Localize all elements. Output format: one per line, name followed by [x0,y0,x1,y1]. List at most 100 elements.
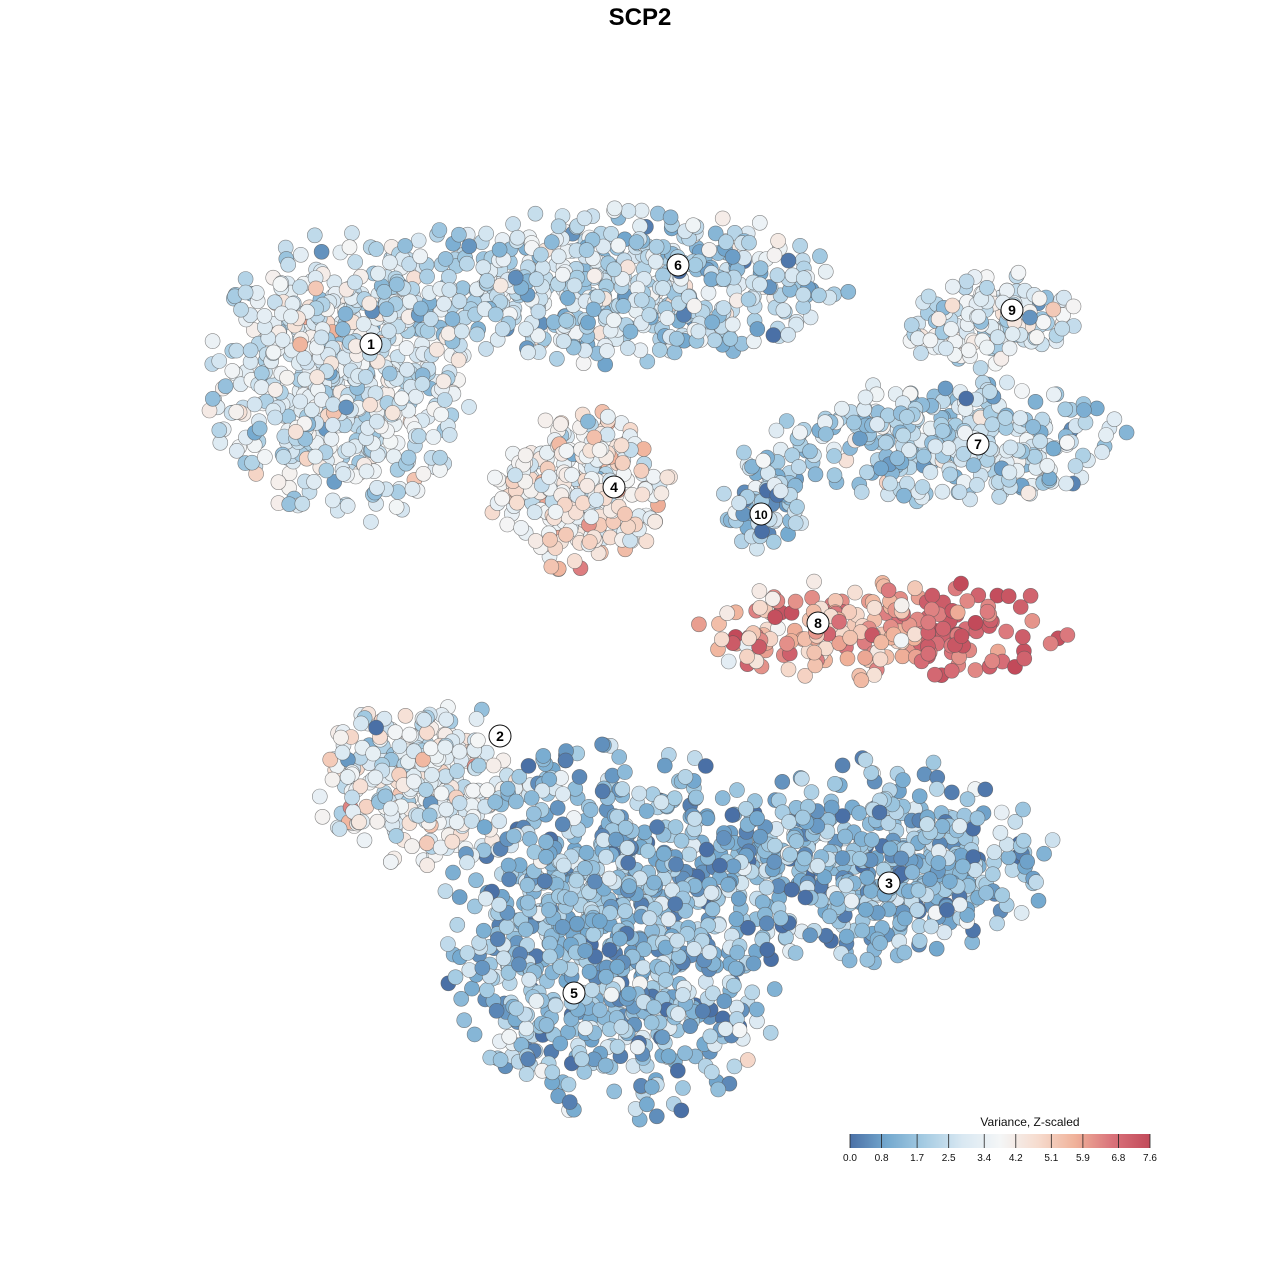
cell-point [597,1057,614,1074]
cell-point [304,402,320,418]
cell-point [780,252,797,269]
cell-point [399,361,415,378]
cell-point [456,1012,473,1029]
cell-point [934,423,951,439]
cell-point [382,254,398,271]
cell-point [470,732,486,749]
cell-point [840,283,857,300]
cell-point [368,413,385,430]
cell-point [433,785,450,802]
cell-point [1010,264,1027,281]
cell-point [772,910,789,927]
cell-point [591,442,608,458]
cell-point [1000,849,1017,866]
cell-point [943,784,960,801]
cell-point [419,835,435,852]
cell-point [281,496,298,513]
cell-point [700,285,717,301]
cell-point [691,616,707,633]
cell-point [334,744,351,761]
cell-point [716,485,732,502]
points-layer [201,200,1135,1128]
cell-point [554,919,571,935]
cell-point [882,475,898,492]
cell-point [907,580,923,597]
cell-point [803,784,820,800]
cell-point [838,928,855,945]
cell-point [639,843,656,859]
cell-point [770,233,786,249]
cell-point [993,804,1010,821]
cell-point [622,323,639,340]
cell-point [911,788,928,805]
cell-point [895,427,912,444]
cell-point [852,430,868,447]
cell-point [253,379,270,396]
cell-point [322,751,339,768]
cell-point [909,902,926,918]
cell-point [741,234,757,251]
cell-point [859,951,876,968]
cell-point [978,885,995,901]
cell-point [857,901,874,918]
cell-point [951,818,968,834]
cell-point [635,959,651,976]
cell-point [1016,650,1033,667]
cell-point [806,644,823,661]
cell-point [491,241,508,258]
cell-point [954,858,971,875]
cell-point [527,533,544,549]
cell-point [943,662,960,679]
cell-point [538,1017,555,1033]
cell-point [1014,629,1031,645]
cell-point [958,390,975,407]
cluster-label-3: 3 [877,871,901,895]
cell-point [488,1002,505,1019]
cell-point [1067,458,1084,474]
cell-point [730,890,747,907]
cell-point [668,330,685,347]
cell-point [729,944,746,961]
cell-point [585,301,602,318]
cell-point [959,791,976,808]
cell-point [710,1081,727,1098]
cell-point [807,466,824,483]
cell-point [953,628,970,644]
cell-point [857,389,874,406]
cell-point [469,326,485,343]
cluster-label-text: 1 [367,336,375,352]
color-legend [849,1134,1151,1148]
cell-point [518,1020,535,1037]
cell-point [388,276,405,293]
cell-point [391,738,408,754]
cell-point [557,752,574,769]
cell-point [716,993,733,1010]
cell-point [992,824,1009,841]
cell-point [479,982,495,998]
cell-point [831,613,847,630]
cell-point [313,329,330,346]
cell-point [566,277,583,294]
cell-point [1015,832,1032,849]
cell-point [670,1006,686,1022]
cell-point [461,399,477,415]
cell-point [794,809,811,826]
cell-point [920,614,937,631]
cell-point [246,396,263,413]
cell-point [714,790,731,806]
cell-point [688,789,704,806]
cell-point [538,849,554,865]
cell-point [501,1029,518,1045]
cluster-label-4: 4 [602,475,626,499]
cell-point [827,775,843,792]
cell-point [292,393,309,410]
cell-point [668,856,684,873]
cell-point [410,232,427,249]
cluster-label-7: 7 [966,432,990,456]
cell-point [834,757,851,774]
cell-point [984,653,1001,669]
cluster-label-1: 1 [359,332,383,356]
cell-point [795,286,812,303]
cell-point [896,944,913,961]
cell-point [620,203,637,219]
